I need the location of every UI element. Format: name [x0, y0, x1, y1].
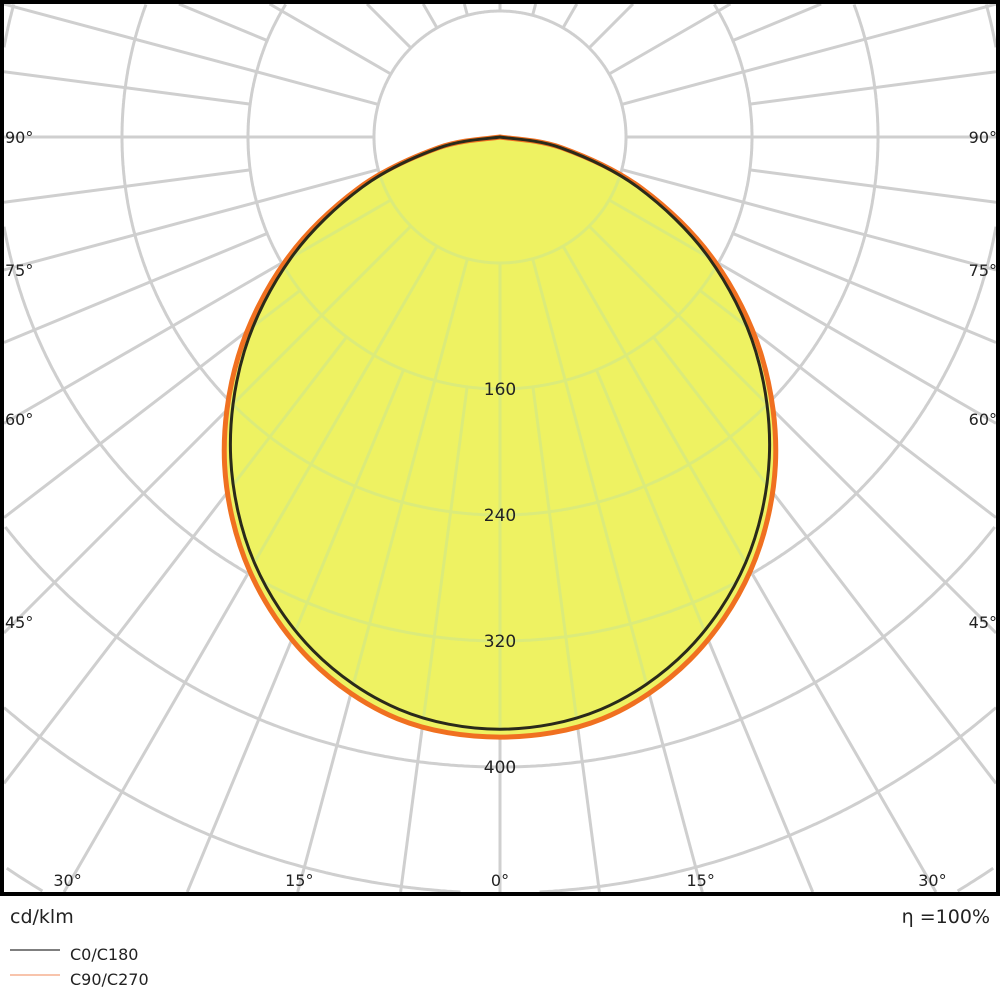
radial-tick-label: 400: [484, 758, 516, 778]
grid-ring: [4, 706, 996, 892]
grid-spoke: [230, 198, 392, 425]
grid-ring: [4, 4, 996, 643]
curves: [224, 137, 776, 738]
angle-label-right: 90°: [969, 128, 997, 147]
angle-label-right: 45°: [969, 613, 997, 632]
angle-label-bottom: 15°: [285, 871, 313, 890]
legend-label-c90: C90/C270: [70, 970, 149, 989]
grid-spoke: [421, 4, 439, 29]
grid-spoke: [608, 198, 770, 425]
efficiency-label: η =100%: [902, 906, 990, 928]
unit-label: cd/klm: [10, 906, 74, 928]
series-c90-c270-curve: [221, 134, 779, 740]
grid-spoke: [621, 4, 996, 106]
angle-label-left: 90°: [5, 128, 33, 147]
grid-spoke: [588, 4, 635, 49]
grid-spoke-minor: [732, 232, 996, 344]
angle-label-right: 75°: [969, 261, 997, 280]
chart-frame: [0, 0, 1000, 896]
grid-spoke: [268, 4, 392, 76]
angle-label-right: 60°: [969, 410, 997, 429]
grid-ring: [372, 137, 628, 265]
grid-spoke-minor: [4, 232, 268, 344]
grid-spoke: [621, 168, 996, 272]
labels: 160 240 320 400 90° 90° 75° 75° 60° 60° 45° 45° 30° 1…: [5, 128, 997, 890]
grid-ring: [230, 137, 770, 517]
grid-spoke: [531, 4, 538, 16]
grid-spoke-minor: [399, 386, 469, 730]
grid-spoke: [230, 225, 412, 635]
grid-spoke-minor: [749, 168, 996, 204]
legend-label-c0: C0/C180: [70, 945, 138, 964]
grid-spoke: [608, 4, 732, 76]
grid-spoke-minor: [4, 70, 251, 106]
grid-spoke: [561, 4, 579, 29]
radial-tick-label: 320: [484, 632, 516, 652]
grid-spoke-minor: [652, 336, 770, 730]
distribution-fill: [224, 137, 776, 738]
grid-spoke-minor: [749, 70, 996, 106]
angle-label-bottom: 0°: [491, 871, 509, 890]
radial-tick-label: 240: [484, 506, 516, 526]
grid-spoke: [4, 168, 379, 272]
series-c0-c180-curve: [228, 135, 772, 731]
grid-ring: [5, 866, 995, 892]
angle-label-left: 45°: [5, 613, 33, 632]
angle-label-bottom: 30°: [53, 871, 81, 890]
grid-spoke: [531, 258, 704, 730]
grid-spoke: [296, 258, 469, 730]
grid-spoke-minor: [230, 336, 348, 730]
grid-spoke: [4, 4, 379, 106]
grid-spoke: [588, 225, 770, 635]
grid-spoke: [365, 4, 412, 49]
radial-tick-label: 160: [484, 380, 516, 400]
grid-ring: [4, 526, 996, 769]
angle-label-left: 75°: [5, 261, 33, 280]
grid-spoke-minor: [732, 4, 822, 42]
angle-label-left: 60°: [5, 410, 33, 429]
angle-label-bottom: 30°: [918, 871, 946, 890]
grid-spoke-minor: [178, 4, 268, 42]
grid-spoke-minor: [531, 386, 601, 730]
grid-spoke: [462, 4, 469, 16]
grid-spoke-minor: [4, 168, 251, 204]
angle-label-bottom: 15°: [687, 871, 715, 890]
